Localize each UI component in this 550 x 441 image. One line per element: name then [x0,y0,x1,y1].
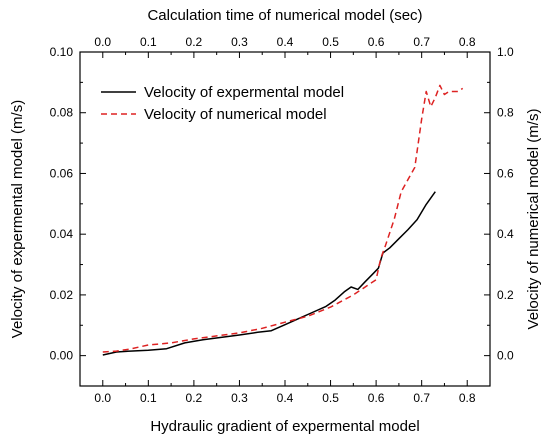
right-axis-ticks: 0.0 0.2 0.4 0.6 0.8 1.0 [484,45,514,363]
x2-tick-label: 0.1 [140,35,157,49]
x2-tick-label: 0.2 [186,35,203,49]
y2-tick-label: 0.4 [497,227,514,241]
legend: Velocity of expermental model Velocity o… [101,84,344,123]
series-group [102,84,464,356]
x2-tick-label: 0.8 [459,35,476,49]
x-tick-label: 0.6 [368,391,385,405]
x-tick-label: 0.4 [277,391,294,405]
y-tick-label: 0.00 [50,349,74,363]
y-tick-label: 0.06 [50,166,74,180]
x2-tick-label: 0.5 [322,35,339,49]
x2-tick-label: 0.4 [277,35,294,49]
y2-tick-label: 1.0 [497,45,514,59]
bottom-axis-ticks: 0.0 0.1 0.2 0.3 0.4 0.5 0.6 0.7 0.8 [94,380,476,405]
x-tick-label: 0.8 [459,391,476,405]
y-tick-label: 0.04 [50,227,74,241]
y-axis-title: Velocity of expermental model (m/s) [9,100,26,338]
x-tick-label: 0.2 [186,391,203,405]
x-tick-label: 0.5 [322,391,339,405]
x-tick-label: 0.0 [94,391,111,405]
x2-tick-label: 0.6 [368,35,385,49]
y2-tick-label: 0.6 [497,166,514,180]
y2-tick-label: 0.8 [497,106,514,120]
series-line-numerical [102,84,464,353]
y2-tick-label: 0.0 [497,349,514,363]
left-axis-ticks: 0.00 0.02 0.04 0.06 0.08 0.10 [50,45,86,363]
x2-axis-title: Calculation time of numerical model (sec… [147,7,422,24]
y-tick-label: 0.08 [50,106,74,120]
x2-tick-label: 0.0 [94,35,111,49]
x2-tick-label: 0.3 [231,35,248,49]
legend-label-numerical: Velocity of numerical model [144,106,327,123]
y-tick-label: 0.02 [50,288,74,302]
x-tick-label: 0.1 [140,391,157,405]
x2-tick-label: 0.7 [413,35,430,49]
plot-area [79,51,491,387]
legend-label-experimental: Velocity of expermental model [144,84,344,101]
y2-axis-title: Velocity of numerical model (m/s) [525,109,542,330]
x-tick-label: 0.7 [413,391,430,405]
x-axis-title: Hydraulic gradient of expermental model [150,418,419,435]
y2-tick-label: 0.2 [497,288,514,302]
x-tick-label: 0.3 [231,391,248,405]
y-tick-label: 0.10 [50,45,74,59]
top-axis-ticks: 0.0 0.1 0.2 0.3 0.4 0.5 0.6 0.7 0.8 [94,35,476,58]
series-line-experimental [102,191,436,356]
